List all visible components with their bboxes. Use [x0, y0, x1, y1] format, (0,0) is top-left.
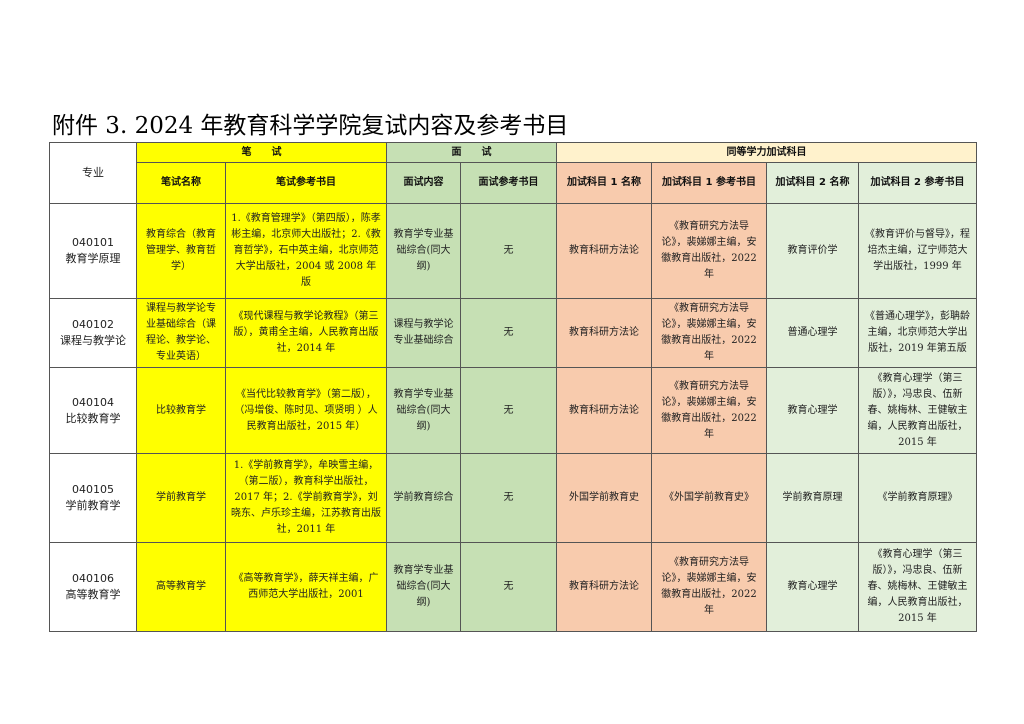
extra1-name-cell: 教育科研方法论 [556, 298, 652, 368]
major-name: 比较教育学 [65, 411, 121, 425]
header-interview-ref: 面试参考书目 [460, 162, 557, 204]
extra2-ref-cell: 《教育评价与督导》，程培杰主编，辽宁师范大学出版社，1999 年 [858, 203, 977, 299]
written-name-cell: 比较教育学 [136, 367, 226, 454]
extra1-ref-cell: 《教育研究方法导论》，裴娣娜主编，安徽教育出版社，2022 年 [651, 298, 767, 368]
major-cell: 040104 比较教育学 [49, 367, 137, 454]
extra2-name-cell: 学前教育原理 [766, 453, 859, 543]
extra1-name-cell: 教育科研方法论 [556, 542, 652, 632]
extra1-ref-cell: 《外国学前教育史》 [651, 453, 767, 543]
header-extra1-name: 加试科目 1 名称 [556, 162, 652, 204]
major-cell: 040106 高等教育学 [49, 542, 137, 632]
written-ref-cell: 《高等教育学》，薛天祥主编，广西师范大学出版社，2001 [225, 542, 387, 632]
header-extra2-ref: 加试科目 2 参考书目 [858, 162, 977, 204]
major-name: 高等教育学 [65, 588, 121, 601]
table-row: 040104 比较教育学 比较教育学 《当代比较教育学》（第二版），（冯增俊、陈时见、… [49, 367, 977, 454]
major-code: 040105 [72, 483, 114, 496]
major-name: 学前教育学 [65, 499, 121, 512]
extra2-ref-cell: 《教育心理学（第三版）》，冯忠良、伍新春、姚梅林、王健敏主编，人民教育出版社，2… [858, 542, 977, 632]
extra2-ref-cell: 《学前教育原理》 [858, 453, 977, 543]
header-interview-group: 面 试 [386, 142, 557, 163]
interview-content-cell: 课程与教学论专业基础综合 [386, 298, 461, 368]
interview-ref-cell: 无 [460, 203, 557, 299]
major-name: 教育学原理 [65, 252, 121, 265]
written-name-cell: 高等教育学 [136, 542, 226, 632]
header-interview-content: 面试内容 [386, 162, 461, 204]
written-ref-cell: 1.《学前教育学》，牟映雪主编，（第二版），教育科学出版社，2017 年；2.《… [225, 453, 387, 543]
header-written-ref: 笔试参考书目 [225, 162, 387, 204]
extra2-name-cell: 教育心理学 [766, 367, 859, 454]
interview-content-cell: 教育学专业基础综合(同大纲) [386, 367, 461, 454]
interview-content-cell: 教育学专业基础综合(同大纲) [386, 203, 461, 299]
table-row: 040105 学前教育学 学前教育学 1.《学前教育学》，牟映雪主编，（第二版），教育… [49, 453, 977, 543]
header-written-name: 笔试名称 [136, 162, 226, 204]
header-extra1-ref: 加试科目 1 参考书目 [651, 162, 767, 204]
interview-ref-cell: 无 [460, 298, 557, 368]
extra2-name-cell: 教育心理学 [766, 542, 859, 632]
major-cell: 040101 教育学原理 [49, 203, 137, 299]
written-name-cell: 教育综合（教育管理学、教育哲学） [136, 203, 226, 299]
extra2-ref-cell: 《普通心理学》，彭聃龄主编，北京师范大学出版社，2019 年第五版 [858, 298, 977, 368]
written-ref-cell: 1.《教育管理学》（第四版），陈孝彬主编，北京师大出版社；2.《教育哲学》，石中… [225, 203, 387, 299]
header-written-group: 笔 试 [136, 142, 387, 163]
written-ref-cell: 《当代比较教育学》（第二版），（冯增俊、陈时见、项贤明 ）人民教育出版社，201… [225, 367, 387, 454]
exam-content-table: 专业 笔 试 面 试 同等学力加试科目 笔试名称 笔试参考书目 面试内容 面试参… [49, 142, 977, 632]
table-row: 040106 高等教育学 高等教育学 《高等教育学》，薛天祥主编，广西师范大学出版社，… [49, 542, 977, 632]
extra1-ref-cell: 《教育研究方法导论》，裴娣娜主编，安徽教育出版社，2022 年 [651, 203, 767, 299]
interview-ref-cell: 无 [460, 453, 557, 543]
extra2-name-cell: 教育评价学 [766, 203, 859, 299]
header-major: 专业 [49, 142, 137, 204]
extra1-name-cell: 教育科研方法论 [556, 367, 652, 454]
interview-content-cell: 教育学专业基础综合(同大纲) [386, 542, 461, 632]
written-name-cell: 学前教育学 [136, 453, 226, 543]
major-code: 040104 [72, 395, 114, 409]
interview-ref-cell: 无 [460, 367, 557, 454]
interview-content-cell: 学前教育综合 [386, 453, 461, 543]
extra1-ref-cell: 《教育研究方法导论》，裴娣娜主编，安徽教育出版社，2022 年 [651, 542, 767, 632]
header-extra2-name: 加试科目 2 名称 [766, 162, 859, 204]
extra1-ref-cell: 《教育研究方法导论》，裴娣娜主编，安徽教育出版社，2022 年 [651, 367, 767, 454]
page-title: 附件 3. 2024 年教育科学学院复试内容及参考书目 [52, 113, 569, 139]
interview-ref-cell: 无 [460, 542, 557, 632]
major-name: 课程与教学论 [60, 334, 126, 347]
major-code: 040102 [72, 318, 114, 331]
extra2-ref-cell: 《教育心理学（第三版）》，冯忠良、伍新春、姚梅林、王健敏主编，人民教育出版社，2… [858, 367, 977, 454]
extra1-name-cell: 教育科研方法论 [556, 203, 652, 299]
major-code: 040106 [72, 572, 114, 585]
written-name-cell: 课程与教学论专业基础综合（课程论、教学论、专业英语） [136, 298, 226, 368]
table-row: 040102 课程与教学论 课程与教学论专业基础综合（课程论、教学论、专业英语） 《现… [49, 298, 977, 368]
major-cell: 040105 学前教育学 [49, 453, 137, 543]
major-code: 040101 [72, 236, 114, 249]
header-extra-group: 同等学力加试科目 [556, 142, 977, 163]
written-ref-cell: 《现代课程与教学论教程》（第三版），黄甫全主编，人民教育出版社，2014 年 [225, 298, 387, 368]
extra1-name-cell: 外国学前教育史 [556, 453, 652, 543]
major-cell: 040102 课程与教学论 [49, 298, 137, 368]
extra2-name-cell: 普通心理学 [766, 298, 859, 368]
table-row: 040101 教育学原理 教育综合（教育管理学、教育哲学） 1.《教育管理学》（第四版… [49, 203, 977, 299]
